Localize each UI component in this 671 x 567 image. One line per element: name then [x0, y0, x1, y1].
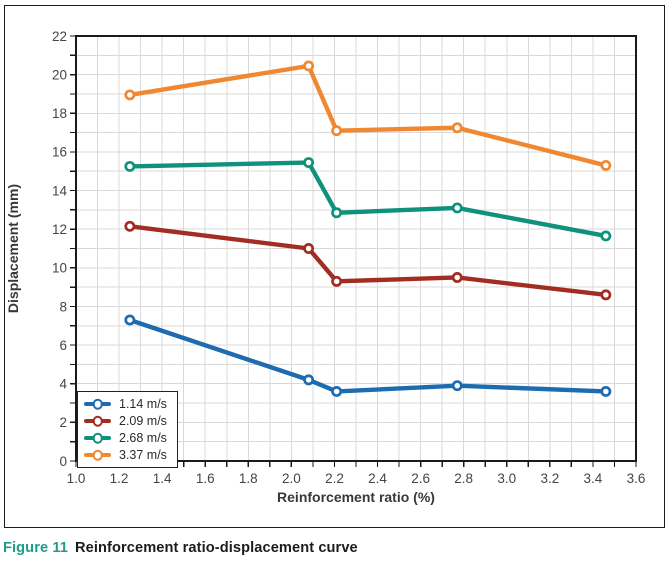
legend-label: 2.68 m/s: [119, 430, 167, 445]
x-tick-label: 1.6: [196, 471, 215, 486]
x-axis-title: Reinforcement ratio (%): [277, 489, 435, 505]
series-line: [127, 317, 609, 394]
legend-marker-icon: [92, 432, 103, 444]
y-tick-label: 10: [52, 261, 67, 276]
data-point-marker: [600, 159, 612, 171]
data-point-marker: [331, 386, 343, 397]
x-tick-label: 3.0: [497, 471, 516, 486]
y-tick-label: 8: [59, 299, 67, 314]
x-tick-label: 3.6: [627, 471, 646, 486]
legend-marker-icon: [92, 415, 103, 427]
y-tick-label: 6: [59, 338, 67, 353]
legend-entry: 2.68 m/s: [84, 430, 167, 446]
x-tick-label: 1.2: [110, 471, 129, 486]
x-tick-label: 2.0: [282, 471, 301, 486]
data-point-marker: [451, 272, 463, 283]
data-point-marker: [331, 207, 343, 219]
data-point-marker: [124, 220, 136, 232]
y-tick-label: 16: [52, 145, 67, 160]
x-tick-label: 1.4: [153, 471, 172, 486]
x-tick-label: 2.6: [411, 471, 430, 486]
data-point-marker: [600, 289, 612, 301]
data-point-marker: [303, 60, 315, 72]
chart: 1.0 1.2 1.4 1.6 1.8 2.0 2.2 2.4 2.6 2.8 3.0 3.2 3.4 3…: [5, 29, 645, 505]
data-point-marker: [303, 374, 315, 386]
x-tick-label: 2.4: [368, 471, 387, 486]
x-tick-label: 2.2: [325, 471, 344, 486]
x-tick-label: 1.0: [67, 471, 86, 486]
figure-box: 1.0 1.2 1.4 1.6 1.8 2.0 2.2 2.4 2.6 2.8 3.0 3.2 3.4 3…: [4, 5, 665, 528]
legend-swatch: [84, 398, 111, 410]
legend-entry: 3.37 m/s: [84, 447, 167, 463]
data-point-marker: [451, 380, 463, 392]
legend: 1.14 m/s 2.09 m/s 2.68 m/s 3.37 m/s: [77, 391, 178, 468]
y-tick-label: 4: [59, 377, 67, 392]
data-point-marker: [600, 230, 612, 242]
y-tick-label: 14: [52, 183, 68, 198]
data-point-marker: [124, 160, 136, 172]
data-point-marker: [331, 125, 343, 137]
legend-entry: 2.09 m/s: [84, 413, 167, 429]
x-tick-label: 3.4: [584, 471, 603, 486]
data-point-marker: [124, 89, 136, 101]
y-tick-label: 22: [52, 29, 67, 44]
data-point-marker: [124, 314, 136, 326]
legend-marker-icon: [92, 398, 103, 410]
x-tick-label: 2.8: [454, 471, 473, 486]
legend-label: 1.14 m/s: [119, 396, 167, 411]
data-point-marker: [303, 157, 315, 168]
figure-number: Figure 11: [3, 540, 68, 556]
data-point-marker: [331, 275, 343, 287]
data-point-marker: [451, 122, 463, 134]
y-tick-label: 20: [52, 67, 67, 82]
data-point-marker: [600, 386, 612, 397]
legend-swatch: [84, 432, 111, 444]
plot-border: [75, 35, 637, 462]
series-line: [127, 63, 609, 168]
y-tick-label: 0: [59, 454, 67, 469]
series-line: [127, 224, 609, 298]
legend-swatch: [84, 449, 111, 461]
y-tick-label: 2: [59, 415, 67, 430]
y-axis-title: Displacement (mm): [5, 184, 21, 313]
data-series: [124, 60, 612, 397]
y-tick-label: 18: [52, 106, 67, 121]
data-point-marker: [451, 202, 463, 214]
data-point-marker: [303, 243, 315, 254]
axis-tick-labels: 1.0 1.2 1.4 1.6 1.8 2.0 2.2 2.4 2.6 2.8 3.0 3.2 3.4 3…: [52, 29, 645, 486]
legend-swatch: [84, 415, 111, 427]
figure-caption: Figure 11 Reinforcement ratio-displacemen…: [3, 540, 358, 556]
series-line: [127, 160, 609, 239]
x-tick-label: 3.2: [540, 471, 559, 486]
y-tick-label: 12: [52, 222, 67, 237]
x-tick-label: 1.8: [239, 471, 258, 486]
legend-label: 2.09 m/s: [119, 413, 167, 428]
legend-label: 3.37 m/s: [119, 447, 167, 462]
caption-text: Reinforcement ratio-displacement curve: [74, 540, 358, 556]
legend-marker-icon: [92, 449, 103, 461]
legend-entry: 1.14 m/s: [84, 396, 167, 412]
